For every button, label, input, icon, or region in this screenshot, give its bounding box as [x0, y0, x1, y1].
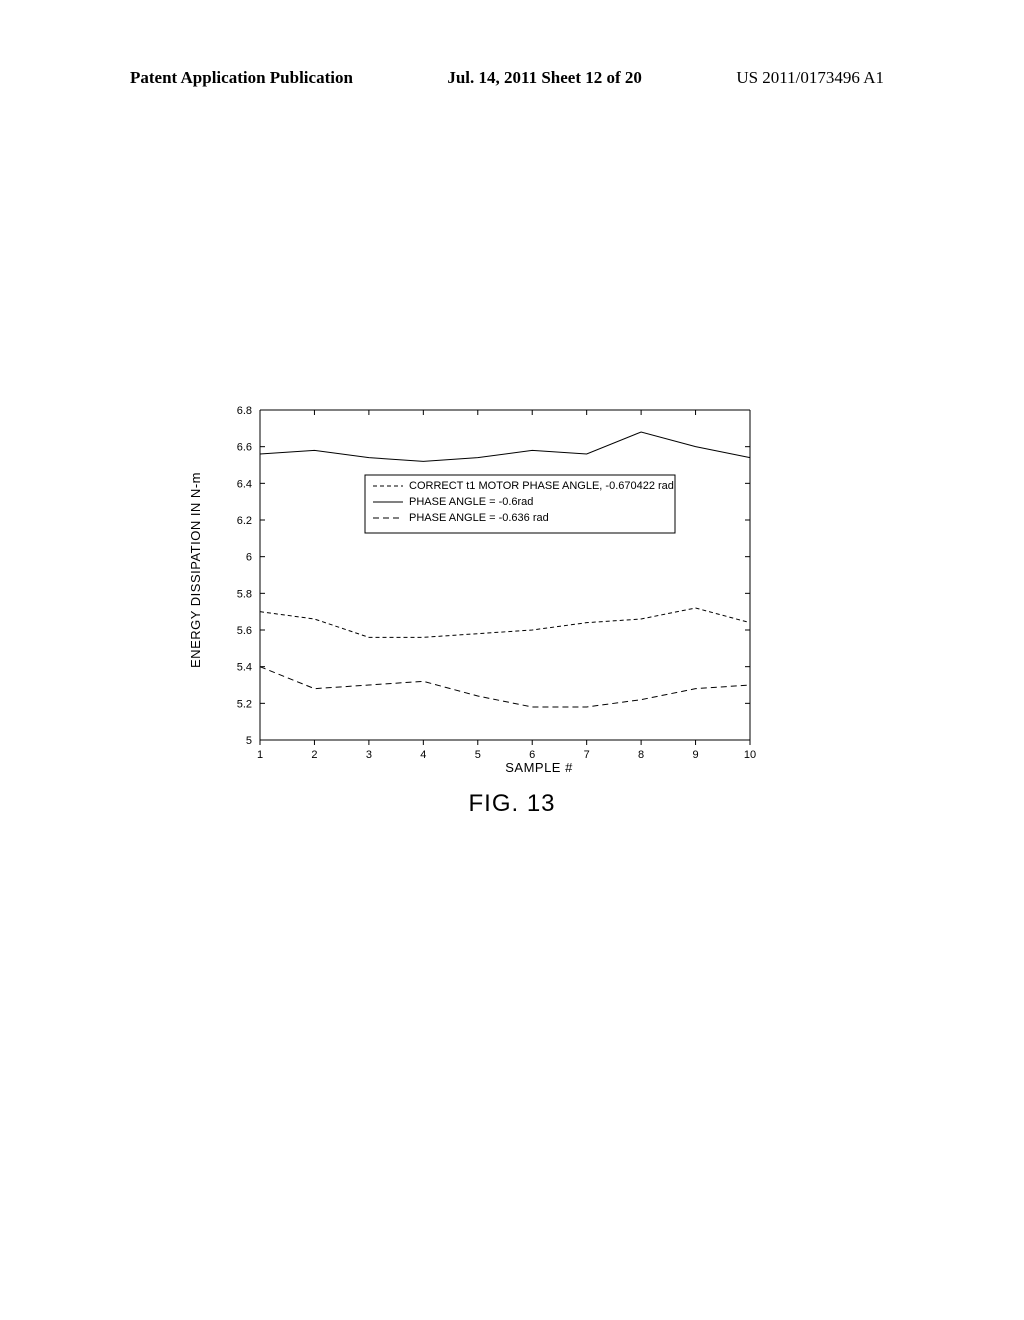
svg-text:4: 4 [420, 749, 426, 761]
svg-text:5.4: 5.4 [237, 662, 252, 674]
svg-text:6.2: 6.2 [237, 515, 252, 527]
svg-text:CORRECT t1 MOTOR PHASE ANGLE,: CORRECT t1 MOTOR PHASE ANGLE, -0.670422 … [409, 480, 674, 492]
svg-text:10: 10 [744, 749, 756, 761]
chart-svg: 1234567891055.25.45.65.866.26.46.66.8COR… [200, 370, 760, 790]
header-publication: Patent Application Publication [130, 68, 353, 88]
svg-text:1: 1 [257, 749, 263, 761]
svg-text:6: 6 [246, 552, 252, 564]
svg-text:6.6: 6.6 [237, 442, 252, 454]
header-patent-number: US 2011/0173496 A1 [736, 68, 884, 88]
svg-text:PHASE ANGLE = -0.636 rad: PHASE ANGLE = -0.636 rad [409, 512, 549, 524]
svg-text:6.4: 6.4 [237, 478, 252, 490]
figure-number: FIG. 13 [468, 790, 555, 818]
svg-text:6.8: 6.8 [237, 405, 252, 417]
svg-text:7: 7 [584, 749, 590, 761]
header-sheet-info: Jul. 14, 2011 Sheet 12 of 20 [447, 68, 642, 88]
svg-text:5.8: 5.8 [237, 588, 252, 600]
svg-text:2: 2 [311, 749, 317, 761]
svg-text:5.2: 5.2 [237, 698, 252, 710]
svg-text:5: 5 [475, 749, 481, 761]
svg-text:3: 3 [366, 749, 372, 761]
svg-text:5: 5 [246, 735, 252, 747]
x-axis-label: SAMPLE # [505, 760, 573, 775]
page-header: Patent Application Publication Jul. 14, … [0, 68, 1024, 88]
svg-text:PHASE ANGLE = -0.6rad: PHASE ANGLE = -0.6rad [409, 496, 533, 508]
svg-text:9: 9 [692, 749, 698, 761]
line-chart: 1234567891055.25.45.65.866.26.46.66.8COR… [200, 370, 760, 790]
svg-text:5.6: 5.6 [237, 625, 252, 637]
svg-text:8: 8 [638, 749, 644, 761]
